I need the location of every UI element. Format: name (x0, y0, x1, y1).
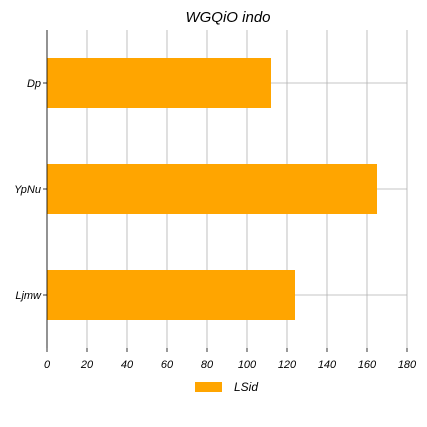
x-tick-label: 80 (201, 359, 214, 371)
x-tick-label: 140 (318, 359, 337, 371)
axes (43, 30, 408, 352)
x-tick-label: 40 (121, 359, 134, 371)
x-tick-label: 60 (161, 359, 174, 371)
x-tick-labels: 0 20 40 60 80 100 120 140 160 180 (44, 359, 417, 371)
y-tick-labels: Dp YpNu Ljmw (14, 78, 42, 302)
x-tick-label: 120 (278, 359, 297, 371)
bar-dp (47, 58, 271, 108)
x-tick-label: 20 (80, 359, 94, 371)
legend-swatch (195, 382, 222, 392)
x-tick-label: 180 (398, 359, 417, 371)
x-tick-label: 100 (238, 359, 257, 371)
x-tick-label: 160 (358, 359, 377, 371)
bar-ljmw (47, 270, 295, 320)
legend-label: LSid (234, 380, 258, 394)
chart-title: WGQiO indo (185, 9, 270, 26)
bar-ypnu (47, 164, 377, 214)
legend: LSid (195, 380, 258, 394)
bars (47, 58, 377, 320)
x-tick-label: 0 (44, 359, 51, 371)
y-tick-label: Ljmw (15, 290, 42, 302)
y-tick-label: YpNu (14, 184, 41, 196)
y-tick-label: Dp (27, 78, 41, 90)
